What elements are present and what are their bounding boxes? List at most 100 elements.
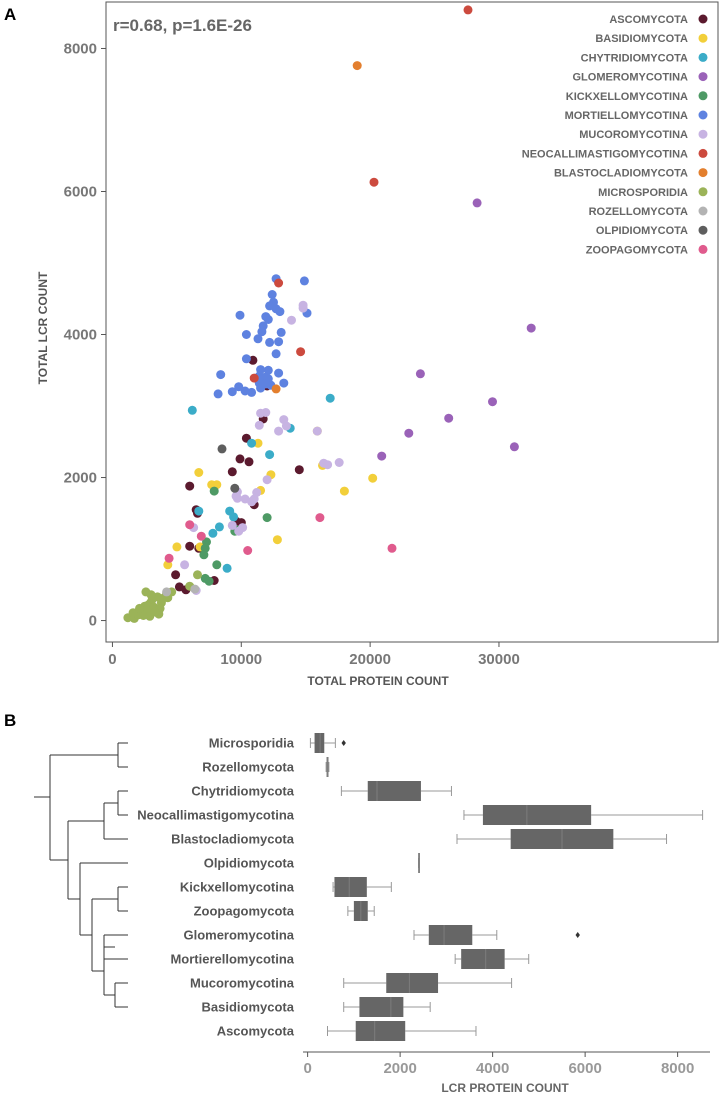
boxplot-mortierellomycotina: [454, 949, 530, 969]
data-point: [272, 535, 282, 545]
data-point: [262, 513, 272, 523]
data-point: [209, 486, 219, 496]
data-point: [240, 494, 250, 504]
data-point: [244, 457, 254, 467]
series-neocallimastigomycotina: [249, 5, 473, 383]
data-point: [253, 334, 263, 344]
legend-swatch: [698, 168, 708, 178]
box: [355, 1021, 406, 1041]
scatter-plot-frame: [105, 1, 719, 643]
data-point: [296, 347, 306, 357]
correlation-annotation: r=0.68, p=1.6E-26: [113, 16, 252, 35]
boxplots: [309, 733, 704, 1041]
data-point: [279, 378, 289, 388]
category-labels: Microsporidia Rozellomycota Chytridiomycot…: [137, 736, 295, 1039]
data-point: [472, 198, 482, 208]
legend-label: MUCOROMYCOTINA: [579, 129, 688, 141]
legend-swatch: [698, 225, 708, 235]
data-point: [227, 467, 237, 477]
boxplot-ascomycota: [327, 1021, 477, 1041]
data-point: [128, 608, 138, 618]
y-tick-label: 6000: [64, 183, 97, 200]
data-point: [281, 421, 291, 431]
series-rozellomycota: [162, 584, 200, 597]
category-label: Ascomycota: [217, 1024, 295, 1039]
data-point: [294, 465, 304, 475]
data-point: [185, 520, 195, 530]
legend-label: OLPIDIOMYCOTA: [596, 225, 688, 237]
legend-item-chytridiomycota: CHYTRIDIOMYCOTA: [581, 52, 708, 64]
data-point: [444, 413, 454, 423]
data-point: [325, 393, 335, 403]
category-label: Glomeromycotina: [183, 928, 294, 943]
data-point: [274, 368, 284, 378]
category-label: Chytridiomycota: [191, 784, 294, 799]
x-axis-title: TOTAL PROTEIN COUNT: [307, 674, 449, 688]
data-point: [172, 542, 182, 552]
boxplot-rozellomycota: [325, 757, 330, 777]
data-point: [271, 349, 281, 359]
legend-swatch: [698, 52, 708, 62]
x-tick-label: 10000: [220, 651, 262, 668]
boxplot-microsporidia: [309, 733, 346, 753]
data-point: [199, 550, 209, 560]
data-point: [265, 337, 275, 347]
scatter-points: [123, 5, 536, 623]
tree-branch: [117, 790, 128, 816]
legend-item-blastocladiomycota: BLASTOCLADIOMYCOTA: [554, 168, 708, 180]
category-label: Blastocladiomycota: [171, 832, 295, 847]
data-point: [312, 426, 322, 436]
box-x-tick-label: 6000: [568, 1060, 601, 1077]
phylogenetic-tree: [34, 742, 128, 1008]
legend-item-mortiellomycotina: MORTIELLOMYCOTINA: [565, 110, 708, 122]
data-point: [249, 373, 259, 383]
legend-swatch: [698, 33, 708, 43]
legend-label: CHYTRIDIOMYCOTA: [581, 52, 688, 64]
data-point: [415, 369, 425, 379]
boxplot-kickxellomycotina: [332, 877, 392, 897]
outlier-marker: [575, 932, 580, 938]
legend: ASCOMYCOTA BASIDIOMYCOTA CHYTRIDIOMYCOTA GL…: [522, 14, 708, 256]
box: [428, 925, 473, 945]
data-point: [334, 458, 344, 467]
data-point: [234, 382, 244, 392]
data-point: [276, 327, 286, 337]
data-point: [253, 438, 263, 448]
tree-branch: [67, 820, 104, 900]
x-axis-ticks: 0 10000 20000 30000: [108, 642, 520, 668]
data-point: [261, 408, 271, 417]
data-point: [227, 387, 237, 397]
legend-item-mucoromycotina: MUCOROMYCOTINA: [579, 129, 708, 141]
data-point: [185, 481, 195, 491]
data-point: [257, 327, 267, 337]
y-tick-label: 8000: [64, 40, 97, 57]
data-point: [162, 587, 172, 597]
box: [367, 781, 421, 801]
data-point: [319, 458, 329, 468]
data-point: [229, 512, 239, 522]
legend-item-glomeromycotina: GLOMEROMYCOTINA: [573, 72, 708, 84]
category-label: Mortierellomycotina: [170, 952, 294, 967]
data-point: [339, 486, 349, 496]
data-point: [369, 177, 379, 187]
category-label: Zoopagomycota: [194, 904, 295, 919]
series-glomeromycotina: [377, 198, 536, 461]
legend-item-zoopagomycota: ZOOPAGOMYCOTA: [586, 244, 708, 256]
legend-swatch: [698, 148, 708, 158]
data-point: [526, 323, 536, 333]
legend-item-neocallimastigomycotina: NEOCALLIMASTIGOMYCOTINA: [522, 148, 708, 160]
x-tick-label: 30000: [478, 651, 520, 668]
boxplot-chytridiomycota: [340, 781, 452, 801]
y-tick-label: 0: [89, 613, 97, 630]
tree-branch: [103, 946, 115, 996]
data-point: [193, 570, 202, 580]
data-point: [187, 405, 197, 415]
data-point: [232, 493, 242, 503]
category-label: Mucoromycotina: [190, 976, 295, 991]
tree-branch: [114, 982, 128, 1008]
data-point: [274, 426, 284, 436]
data-point: [488, 397, 497, 407]
legend-item-kickxellomycotina: KICKXELLOMYCOTINA: [566, 91, 708, 103]
boxplot-olpidiomycota: [418, 853, 420, 873]
